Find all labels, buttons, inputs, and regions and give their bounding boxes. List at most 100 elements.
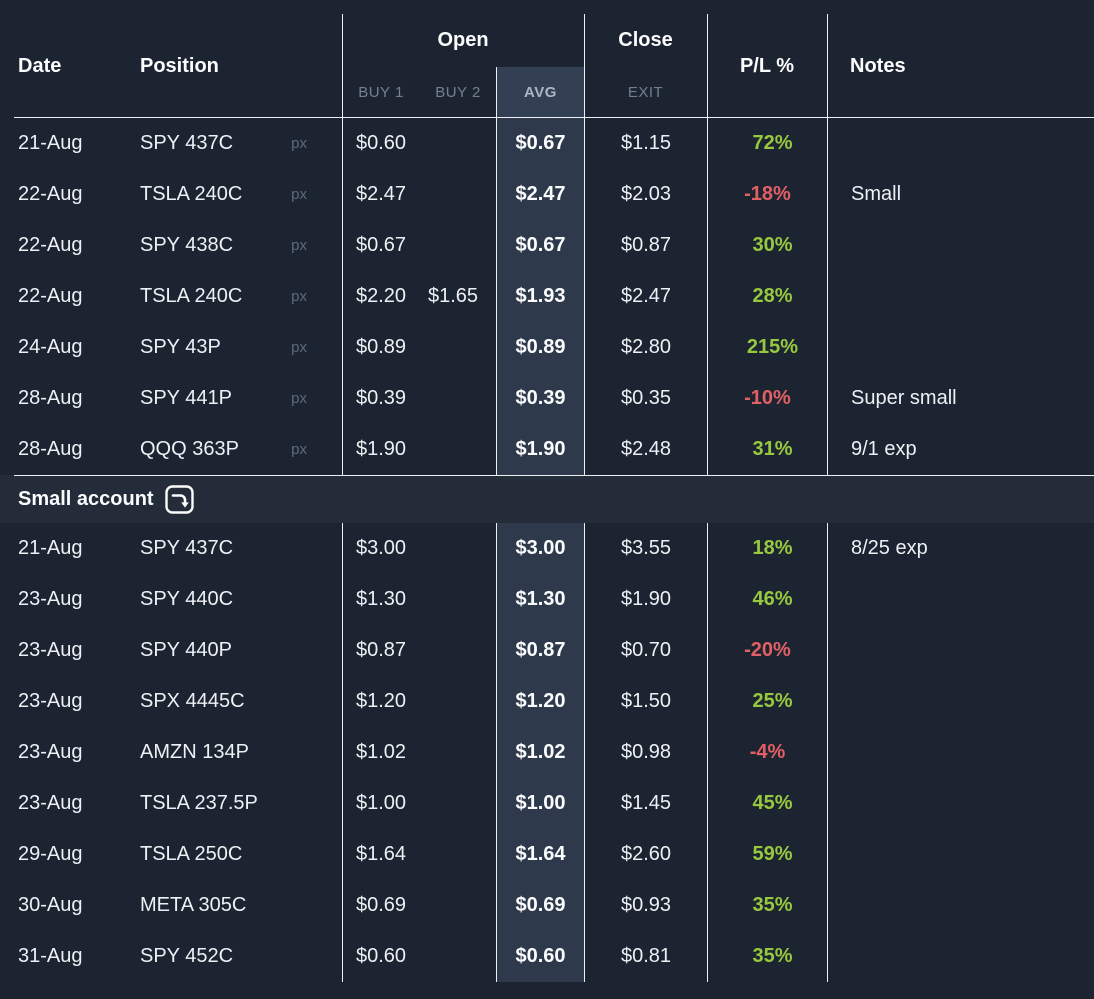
cell-position[interactable]: QQQ 363P (140, 438, 239, 460)
cell-pl[interactable]: 72% (707, 118, 827, 169)
cell-exit[interactable]: $2.80 (584, 322, 707, 373)
cell-avg[interactable]: $0.69 (496, 880, 584, 931)
cell-date[interactable]: 23-Aug (18, 690, 83, 712)
cell-buy1[interactable]: $0.87 (342, 625, 420, 676)
cell-exit[interactable]: $1.50 (584, 676, 707, 727)
cell-avg[interactable]: $0.67 (496, 220, 584, 271)
cell-pl[interactable]: 45% (707, 778, 827, 829)
cell-buy2[interactable] (420, 829, 496, 880)
cell-buy2[interactable] (420, 880, 496, 931)
cell-avg[interactable]: $0.89 (496, 322, 584, 373)
cell-exit[interactable]: $2.48 (584, 424, 707, 475)
cell-avg[interactable]: $1.30 (496, 574, 584, 625)
cell-buy2[interactable] (420, 322, 496, 373)
cell-position[interactable]: TSLA 250C (140, 843, 243, 865)
cell-buy2[interactable] (420, 169, 496, 220)
cell-pl[interactable]: 28% (707, 271, 827, 322)
cell-date[interactable]: 23-Aug (18, 741, 83, 763)
arrow-curve-down-right-icon[interactable] (164, 484, 194, 514)
cell-pl[interactable]: -20% (707, 625, 827, 676)
cell-avg[interactable]: $1.90 (496, 424, 584, 475)
cell-exit[interactable]: $3.55 (584, 523, 707, 574)
px-link[interactable] (275, 880, 342, 931)
cell-buy1[interactable]: $2.20 (342, 271, 420, 322)
cell-buy2[interactable] (420, 373, 496, 424)
cell-exit[interactable]: $0.87 (584, 220, 707, 271)
px-link[interactable] (275, 727, 342, 778)
cell-position[interactable]: SPY 441P (140, 387, 232, 409)
cell-exit[interactable]: $0.70 (584, 625, 707, 676)
cell-avg[interactable]: $1.93 (496, 271, 584, 322)
cell-date[interactable]: 22-Aug (18, 234, 83, 256)
cell-date[interactable]: 30-Aug (18, 894, 83, 916)
cell-position[interactable]: SPY 43P (140, 336, 221, 358)
cell-buy1[interactable]: $1.00 (342, 778, 420, 829)
px-link[interactable]: px (291, 135, 307, 152)
cell-pl[interactable]: 215% (707, 322, 827, 373)
cell-exit[interactable]: $2.03 (584, 169, 707, 220)
cell-buy2[interactable] (420, 931, 496, 982)
cell-avg[interactable]: $0.67 (496, 118, 584, 169)
cell-pl[interactable]: 35% (707, 880, 827, 931)
px-link[interactable]: px (291, 237, 307, 254)
cell-notes[interactable] (827, 778, 1094, 829)
cell-notes[interactable] (827, 676, 1094, 727)
cell-pl[interactable]: -4% (707, 727, 827, 778)
cell-position[interactable]: SPY 452C (140, 945, 234, 967)
cell-avg[interactable]: $0.39 (496, 373, 584, 424)
cell-date[interactable]: 23-Aug (18, 792, 83, 814)
cell-buy1[interactable]: $0.89 (342, 322, 420, 373)
cell-avg[interactable]: $0.87 (496, 625, 584, 676)
cell-exit[interactable]: $1.15 (584, 118, 707, 169)
cell-date[interactable]: 21-Aug (18, 537, 83, 559)
cell-buy2[interactable]: $1.65 (428, 285, 479, 307)
cell-buy2[interactable] (420, 574, 496, 625)
cell-notes[interactable] (827, 220, 1094, 271)
cell-pl[interactable]: 18% (707, 523, 827, 574)
cell-exit[interactable]: $2.60 (584, 829, 707, 880)
cell-notes[interactable] (827, 322, 1094, 373)
cell-position[interactable]: SPY 437C (140, 132, 234, 154)
cell-date[interactable]: 23-Aug (18, 588, 83, 610)
px-link[interactable] (275, 829, 342, 880)
cell-notes[interactable] (827, 574, 1094, 625)
cell-notes[interactable] (827, 829, 1094, 880)
px-link[interactable] (275, 676, 342, 727)
cell-notes[interactable] (827, 931, 1094, 982)
cell-buy1[interactable]: $1.20 (342, 676, 420, 727)
cell-notes[interactable] (827, 118, 1094, 169)
cell-position[interactable]: SPX 4445C (140, 690, 245, 712)
cell-exit[interactable]: $0.35 (584, 373, 707, 424)
cell-notes[interactable]: 8/25 exp (827, 523, 1094, 574)
cell-notes[interactable] (827, 625, 1094, 676)
cell-notes[interactable] (827, 880, 1094, 931)
cell-position[interactable]: SPY 440P (140, 639, 232, 661)
cell-pl[interactable]: 30% (707, 220, 827, 271)
cell-pl[interactable]: -10% (707, 373, 827, 424)
cell-avg[interactable]: $1.20 (496, 676, 584, 727)
cell-exit[interactable]: $0.81 (584, 931, 707, 982)
cell-exit[interactable]: $0.98 (584, 727, 707, 778)
cell-buy1[interactable]: $1.02 (342, 727, 420, 778)
cell-exit[interactable]: $2.47 (584, 271, 707, 322)
cell-buy1[interactable]: $1.30 (342, 574, 420, 625)
cell-notes[interactable] (827, 727, 1094, 778)
cell-buy1[interactable]: $2.47 (342, 169, 420, 220)
cell-avg[interactable]: $2.47 (496, 169, 584, 220)
cell-buy2[interactable] (420, 676, 496, 727)
cell-pl[interactable]: 46% (707, 574, 827, 625)
px-link[interactable] (275, 625, 342, 676)
cell-position[interactable]: SPY 438C (140, 234, 234, 256)
cell-buy2[interactable] (420, 625, 496, 676)
cell-buy1[interactable]: $0.69 (342, 880, 420, 931)
cell-position[interactable]: SPY 437C (140, 537, 234, 559)
cell-exit[interactable]: $1.90 (584, 574, 707, 625)
cell-notes[interactable]: 9/1 exp (827, 424, 1094, 475)
cell-date[interactable]: 29-Aug (18, 843, 83, 865)
cell-position[interactable]: TSLA 240C (140, 285, 243, 307)
cell-buy1[interactable]: $0.67 (342, 220, 420, 271)
cell-exit[interactable]: $1.45 (584, 778, 707, 829)
cell-position[interactable]: META 305C (140, 894, 247, 916)
cell-position[interactable]: SPY 440C (140, 588, 234, 610)
cell-pl[interactable]: 25% (707, 676, 827, 727)
